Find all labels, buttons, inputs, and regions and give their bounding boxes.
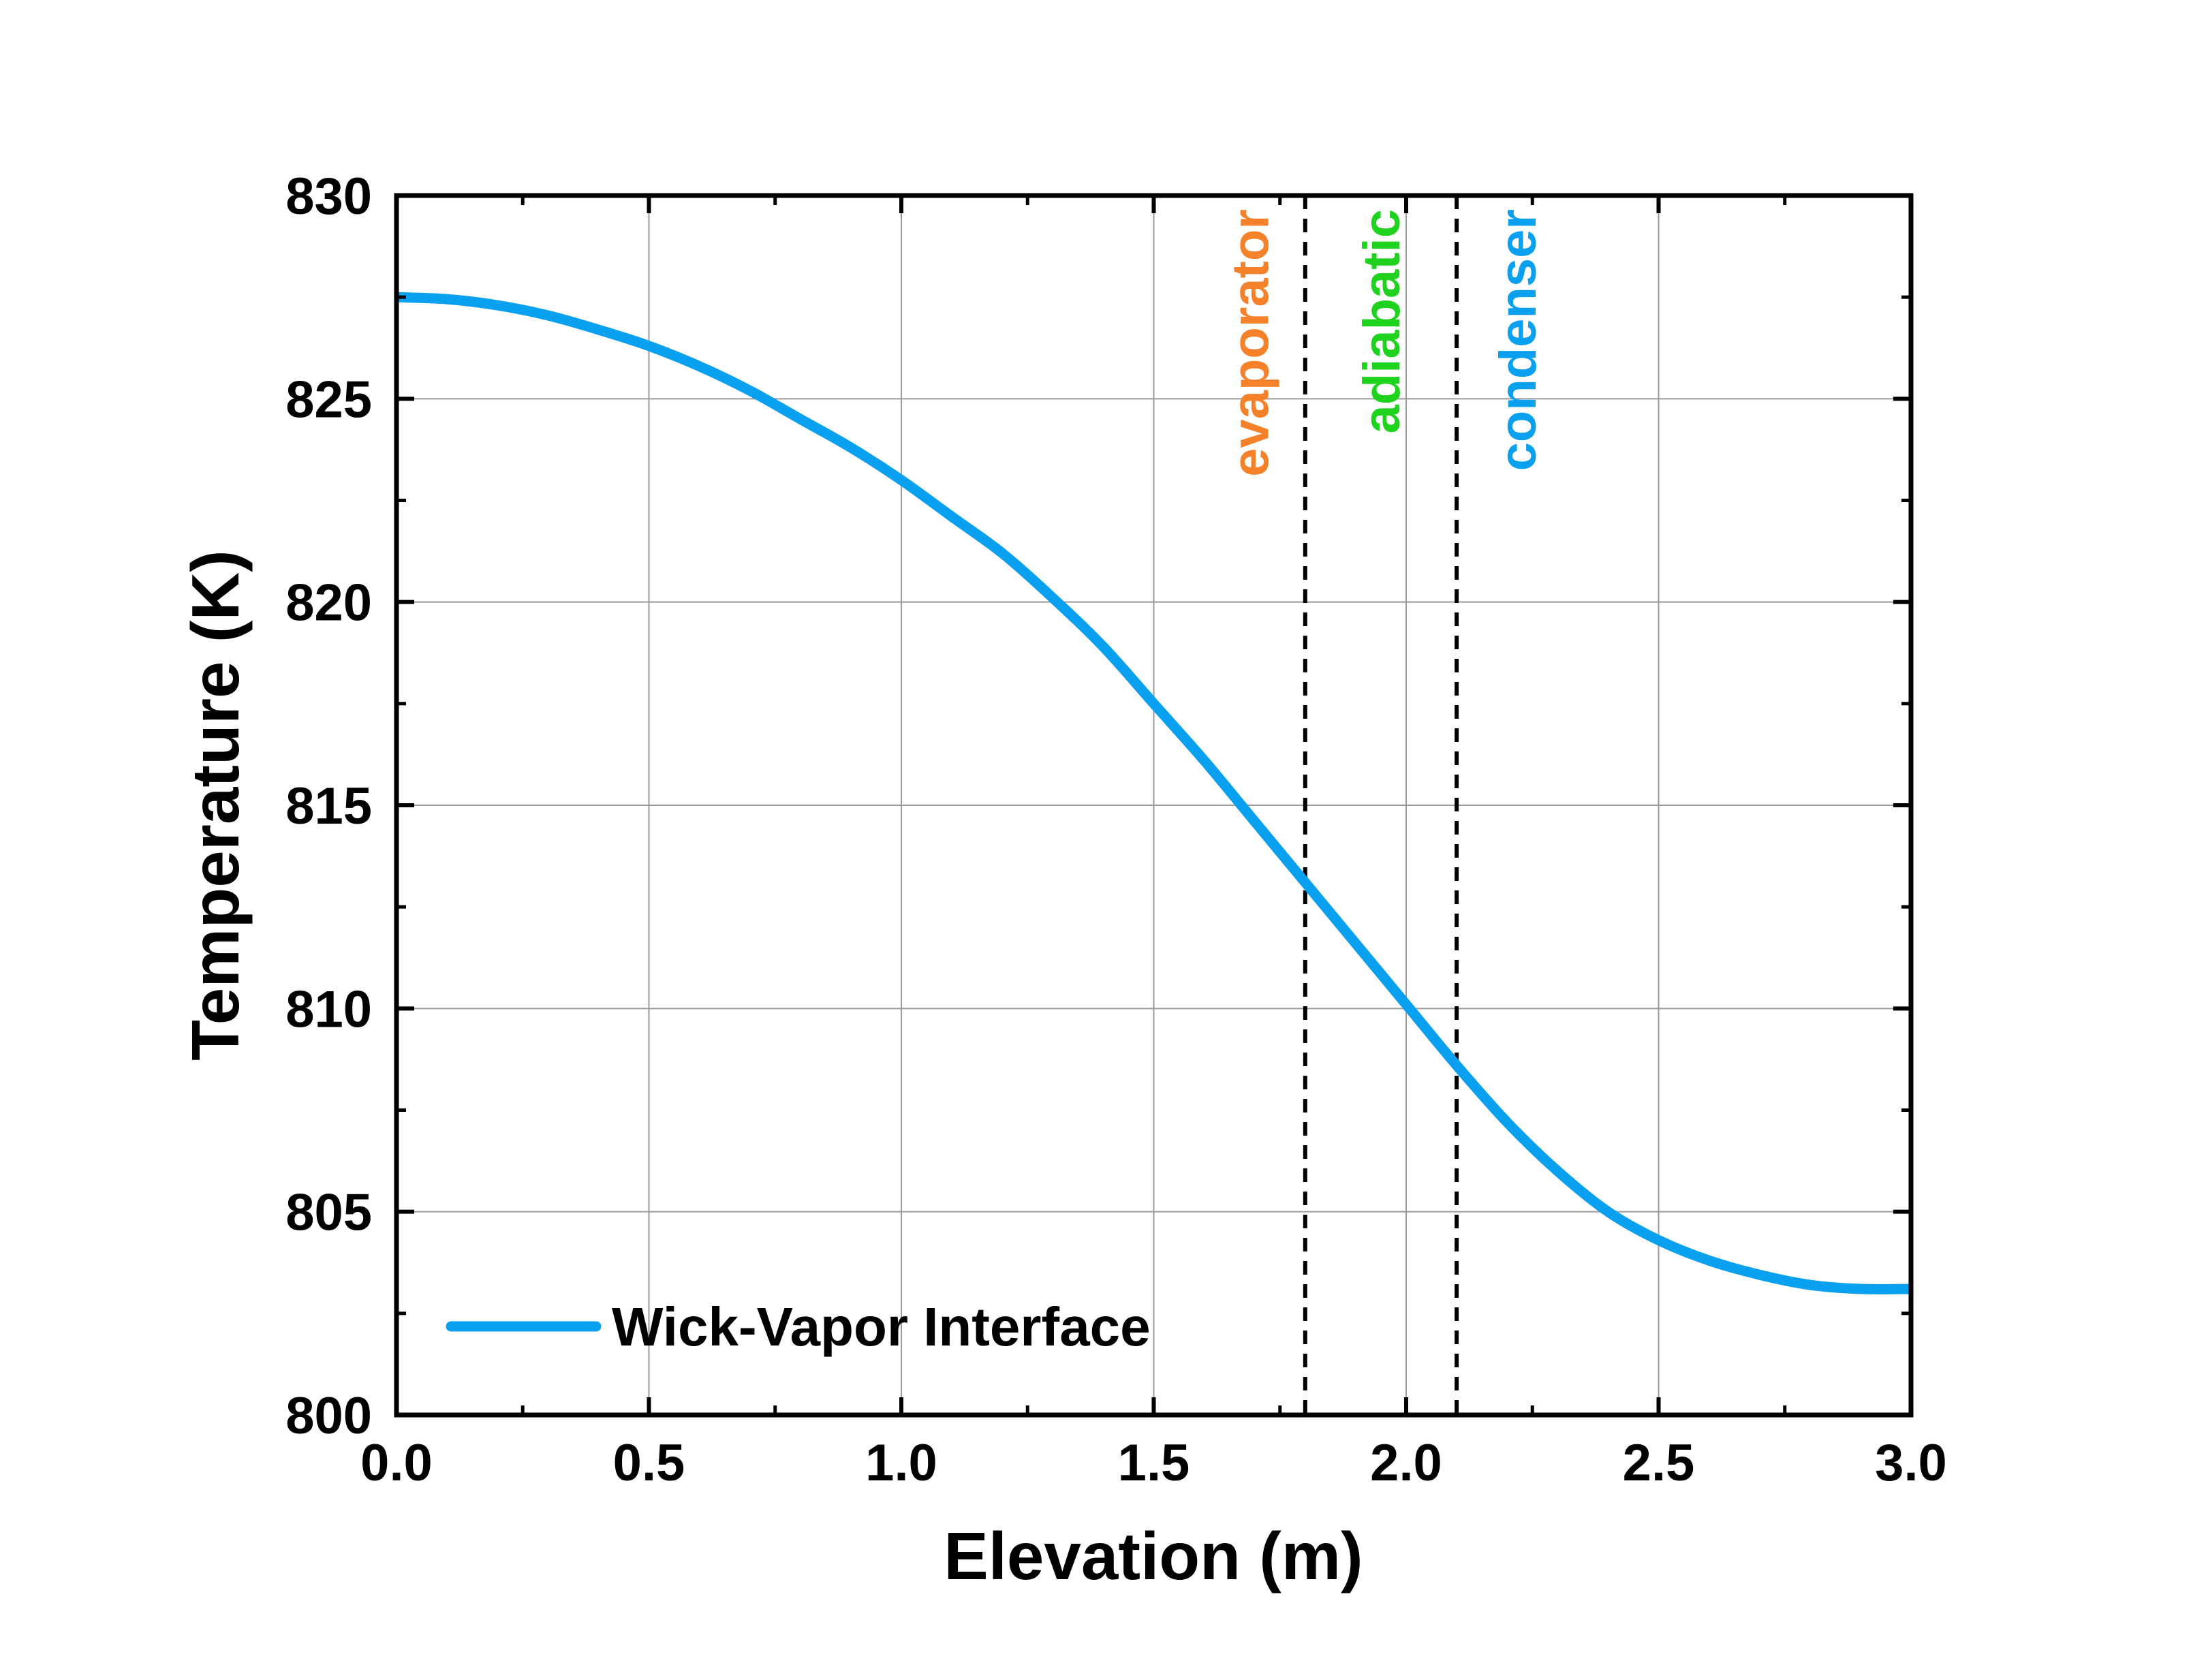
x-tick-label: 0.0: [360, 1434, 433, 1492]
legend: Wick-Vapor Interface: [446, 1296, 1151, 1357]
x-tick-label: 2.0: [1370, 1434, 1442, 1492]
grid: [397, 196, 1911, 1415]
y-tick-labels: 800 805 810 815 820 825 830: [285, 168, 372, 1445]
axis-ticks: [394, 193, 1913, 1417]
y-tick-label: 815: [285, 777, 372, 835]
y-tick-label: 800: [285, 1387, 372, 1445]
region-labels: evaporator adiabatic condenser: [1222, 209, 1547, 477]
series-line: [396, 292, 1912, 1294]
legend-label: Wick-Vapor Interface: [612, 1296, 1151, 1357]
region-label-evaporator: evaporator: [1222, 209, 1279, 477]
x-tick-label: 2.5: [1623, 1434, 1695, 1492]
x-tick-label: 0.5: [613, 1434, 685, 1492]
region-label-adiabatic: adiabatic: [1353, 209, 1411, 433]
y-tick-label: 825: [285, 371, 372, 429]
x-tick-labels: 0.0 0.5 1.0 1.5 2.0 2.5 3.0: [360, 1434, 1947, 1492]
x-axis-title: Elevation (m): [944, 1519, 1363, 1593]
y-tick-label: 830: [285, 168, 372, 225]
y-axis-title: Temperature (K): [178, 550, 253, 1061]
y-tick-label: 810: [285, 980, 372, 1038]
x-tick-label: 1.0: [865, 1434, 937, 1492]
region-label-condenser: condenser: [1489, 209, 1547, 471]
x-tick-label: 3.0: [1875, 1434, 1947, 1492]
y-tick-label: 820: [285, 574, 372, 632]
region-dividers: [1303, 196, 1459, 1415]
x-tick-label: 1.5: [1118, 1434, 1190, 1492]
series-layer: [396, 292, 1912, 1294]
y-tick-label: 805: [285, 1184, 372, 1242]
